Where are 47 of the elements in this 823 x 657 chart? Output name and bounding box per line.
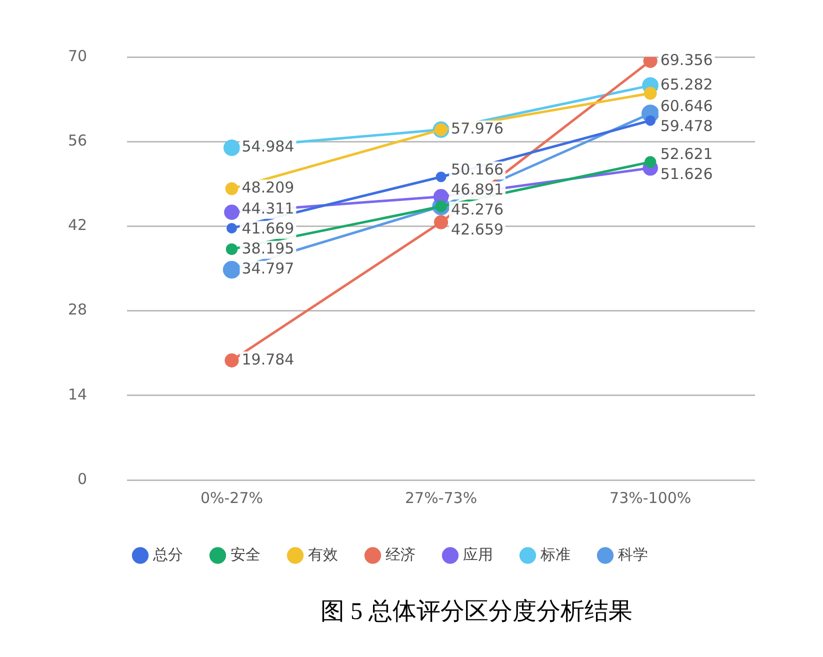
data-label: 48.209 — [242, 178, 294, 197]
x-tick-label: 0%-27% — [200, 488, 264, 507]
y-tick-label: 42 — [68, 216, 88, 234]
x-tick-label: 73%-100% — [610, 488, 692, 507]
legend-label: 应用 — [462, 545, 493, 564]
legend-label: 总分 — [152, 545, 183, 564]
point — [436, 172, 446, 182]
point — [644, 156, 656, 168]
text: 图 5 总体评分区分度分析结果 — [320, 598, 634, 627]
data-label: 44.311 — [242, 200, 294, 218]
legend-label: 安全 — [230, 545, 260, 564]
data-label: 50.166 — [451, 160, 504, 178]
legend-label: 标准 — [539, 545, 570, 564]
data-label: 52.621 — [660, 144, 713, 163]
y-tick-label: 0 — [78, 470, 88, 488]
y-tick-label: 28 — [68, 300, 88, 319]
point — [224, 353, 239, 368]
data-label: 19.784 — [242, 350, 294, 368]
point — [645, 115, 656, 126]
data-label: 34.797 — [242, 260, 294, 278]
y-tick-label: 70 — [68, 46, 88, 65]
data-label: 46.891 — [451, 180, 504, 198]
point — [222, 260, 241, 279]
data-label: 42.659 — [451, 220, 504, 238]
point — [226, 222, 237, 234]
y-tick-label: 14 — [68, 385, 88, 404]
data-label: 57.976 — [451, 120, 504, 138]
data-label: 69.356 — [660, 50, 713, 69]
legend-label: 有效 — [308, 545, 338, 564]
data-label: 65.282 — [660, 75, 713, 94]
legend-label: 经济 — [385, 545, 416, 564]
point — [644, 86, 657, 100]
legend-label: 科学 — [618, 545, 648, 564]
point — [223, 139, 240, 156]
y-tick-label: 56 — [68, 131, 88, 150]
data-label: 51.626 — [660, 164, 713, 183]
data-label: 54.984 — [242, 138, 294, 156]
point — [226, 243, 238, 256]
data-label: 38.195 — [242, 240, 294, 258]
data-label: 41.669 — [242, 220, 294, 238]
x-tick-label: 27%-73% — [404, 488, 478, 507]
point — [225, 182, 238, 196]
data-label: 60.646 — [660, 96, 713, 115]
point — [434, 215, 448, 230]
data-label: 59.478 — [660, 116, 713, 135]
data-label: 45.276 — [451, 200, 504, 218]
point — [224, 204, 240, 220]
